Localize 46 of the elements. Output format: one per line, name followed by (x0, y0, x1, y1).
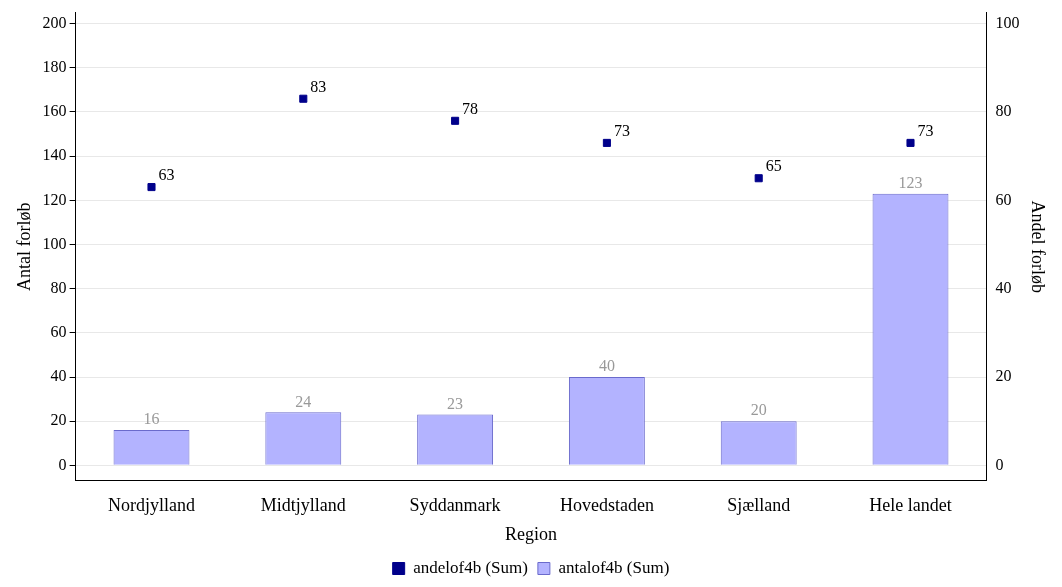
data-label: 123 (898, 173, 923, 191)
y2-axis-title: Andel forløb (1028, 200, 1049, 293)
data-label: 40 (598, 357, 615, 375)
data-label: 73 (917, 122, 934, 140)
y-tick-label: 60 (50, 323, 67, 341)
data-label: 73 (613, 122, 630, 140)
y-tick-label: 180 (42, 58, 67, 76)
data-label: 78 (462, 100, 479, 118)
y-tick-label: 200 (42, 13, 67, 31)
x-tick-label: Sjælland (727, 495, 791, 516)
y-tick-label: 80 (50, 278, 67, 296)
data-label: 16 (143, 410, 160, 428)
y-tick-label: 140 (42, 146, 67, 164)
y2-tick-label: 100 (995, 13, 1020, 31)
x-tick-label: Midtjylland (260, 495, 346, 516)
x-tick-label: Hele landet (869, 495, 952, 516)
legend-label: andelof4b (Sum) (413, 557, 528, 577)
point (147, 183, 156, 192)
data-label: 65 (765, 157, 782, 175)
point (906, 138, 915, 147)
point (299, 94, 308, 103)
point (602, 138, 611, 147)
point (754, 174, 763, 183)
x-axis-title: Region (505, 523, 557, 544)
x-tick-label: Syddanmark (409, 495, 501, 516)
y2-tick-label: 20 (995, 367, 1012, 385)
y-tick-label: 100 (42, 234, 67, 252)
data-label: 23 (447, 394, 464, 412)
y2-tick-label: 40 (995, 278, 1012, 296)
x-tick-label: Nordjylland (108, 495, 195, 516)
y-tick-label: 0 (58, 455, 67, 473)
point (451, 116, 460, 125)
data-label: 83 (310, 77, 327, 95)
y2-tick-label: 60 (995, 190, 1012, 208)
data-label: 20 (750, 401, 767, 419)
y-axis-title: Antal forløb (13, 202, 34, 291)
y-tick-label: 160 (42, 102, 67, 120)
legend-label: antalof4b (Sum) (558, 557, 670, 577)
y2-tick-label: 0 (995, 455, 1004, 473)
y2-tick-label: 80 (995, 102, 1012, 120)
data-label: 63 (158, 166, 175, 184)
y-tick-label: 120 (42, 190, 67, 208)
y-tick-label: 20 (50, 411, 67, 429)
y-tick-label: 40 (50, 367, 67, 385)
data-label: 24 (295, 392, 312, 410)
x-tick-label: Hovedstaden (559, 495, 654, 516)
